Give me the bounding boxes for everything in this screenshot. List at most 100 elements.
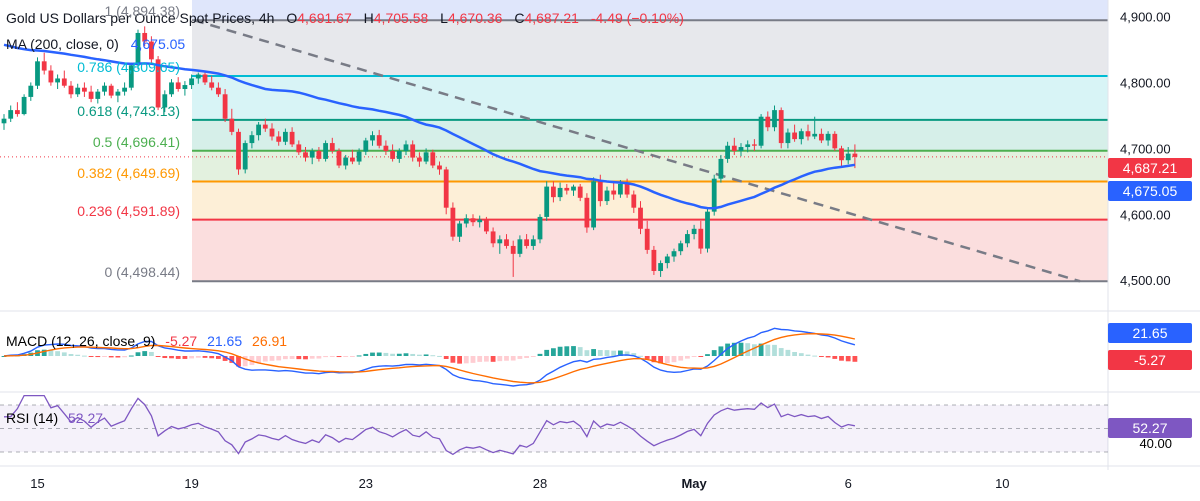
- macd-hist-bar: [296, 356, 302, 360]
- candle-up: [21, 96, 27, 115]
- ma200-line: [3, 43, 856, 210]
- candle-down: [269, 128, 275, 137]
- macd-hist-bar: [530, 356, 536, 357]
- candle-up: [497, 239, 503, 244]
- candle-down: [142, 32, 148, 42]
- open-value: 4,691.67: [297, 10, 352, 26]
- candle-up: [195, 74, 201, 79]
- candle-down: [329, 143, 335, 151]
- candle-up: [35, 61, 40, 86]
- macd-hist-bar: [819, 356, 824, 357]
- macd-hist-bar: [671, 356, 677, 363]
- macd-hist-bar: [283, 356, 288, 360]
- macd-hist-bar: [262, 356, 268, 362]
- low-value: 4,670.36: [447, 10, 503, 26]
- macd-hist-bar: [162, 356, 168, 359]
- macd-hist-bar: [363, 353, 369, 356]
- macd-legend: MACD (12, 26, close, 9) -5.27 21.65 26.9…: [6, 333, 287, 349]
- candle-down: [778, 110, 784, 144]
- macd-hist-bar: [1, 356, 7, 357]
- macd-hist-bar: [825, 356, 831, 358]
- trend-line: [193, 18, 1081, 283]
- candle-up: [591, 181, 596, 228]
- candle-down: [289, 131, 295, 145]
- price-tick-2: 4,700.00: [1120, 141, 1171, 156]
- candle-up: [772, 110, 777, 128]
- macd-hist-bar: [731, 342, 737, 356]
- macd-hist-bar: [149, 351, 154, 356]
- macd-hist-bar: [597, 350, 603, 356]
- macd-hist-bar: [758, 343, 764, 356]
- time-tick-2: 23: [359, 476, 373, 491]
- macd-hist-bar: [772, 344, 777, 356]
- candle-down: [443, 169, 449, 208]
- candle-up: [283, 131, 288, 142]
- candle-down: [296, 144, 302, 153]
- open-label: O: [286, 10, 298, 26]
- macd-hist-bar: [242, 356, 248, 367]
- candle-down: [61, 78, 67, 86]
- macd-line-tag: 21.65: [1108, 323, 1192, 343]
- macd-hist-bar: [41, 349, 47, 356]
- candle-down: [504, 239, 509, 246]
- macd-hist-bar: [551, 348, 556, 356]
- candle-down: [752, 144, 757, 146]
- fib-label-0786: 0.786 (4,809.65): [77, 59, 180, 76]
- macd-hist-bar: [410, 353, 416, 356]
- candle-down: [638, 207, 643, 229]
- macd-hist-bar: [102, 356, 107, 357]
- macd-hist-bar: [142, 351, 148, 356]
- macd-hist-bar: [618, 350, 623, 356]
- candle-down: [222, 94, 228, 119]
- candle-down: [108, 85, 114, 96]
- candle-down: [792, 132, 797, 140]
- macd-hist-bar: [557, 346, 563, 356]
- macd-hist-bar: [517, 356, 523, 359]
- candle-up: [249, 135, 255, 144]
- price-tick-3: 4,600.00: [1120, 207, 1171, 222]
- candle-up: [571, 186, 576, 191]
- macd-hist-bar: [725, 343, 730, 356]
- chart-title: Gold US Dollars per Ounce Spot Prices, 4…: [6, 10, 275, 26]
- macd-hist-bar: [169, 356, 174, 359]
- candle-down: [149, 41, 154, 60]
- candle-down: [417, 157, 422, 162]
- candle-down: [229, 118, 235, 132]
- macd-hist-bar: [624, 351, 630, 356]
- macd-hist-bar: [785, 349, 791, 356]
- candle-up: [477, 219, 483, 223]
- candle-down: [450, 207, 456, 237]
- candle-down: [82, 87, 87, 92]
- candle-up: [256, 124, 261, 136]
- macd-hist-bar: [376, 352, 382, 356]
- macd-hist-bar: [175, 356, 181, 359]
- macd-hist-bar: [350, 356, 355, 357]
- candle-up: [758, 116, 764, 146]
- macd-hist-bar: [423, 354, 429, 356]
- candle-up: [798, 131, 804, 140]
- candle-down: [316, 150, 322, 159]
- candle-up: [671, 251, 677, 257]
- candle-down: [805, 131, 811, 137]
- candle-up: [711, 178, 717, 212]
- macd-hist-bar: [638, 355, 643, 357]
- macd-hist-bar: [396, 353, 402, 356]
- price-tick-1: 4,800.00: [1120, 75, 1171, 90]
- macd-hist-bar: [216, 356, 221, 359]
- candle-up: [463, 218, 469, 224]
- fib-zone-5: [192, 219, 1108, 282]
- candle-down: [597, 181, 603, 202]
- candle-down: [15, 110, 20, 115]
- macd-hist-bar: [490, 356, 496, 362]
- candle-up: [664, 256, 670, 264]
- candle-up: [182, 85, 188, 90]
- candle-up: [423, 152, 429, 162]
- macd-hist-bar: [752, 344, 757, 356]
- macd-hist-bar: [611, 350, 617, 356]
- macd-hist-bar: [510, 356, 516, 361]
- candle-down: [644, 228, 650, 250]
- macd-hist-bar: [745, 343, 751, 356]
- macd-hist-bar: [658, 356, 663, 364]
